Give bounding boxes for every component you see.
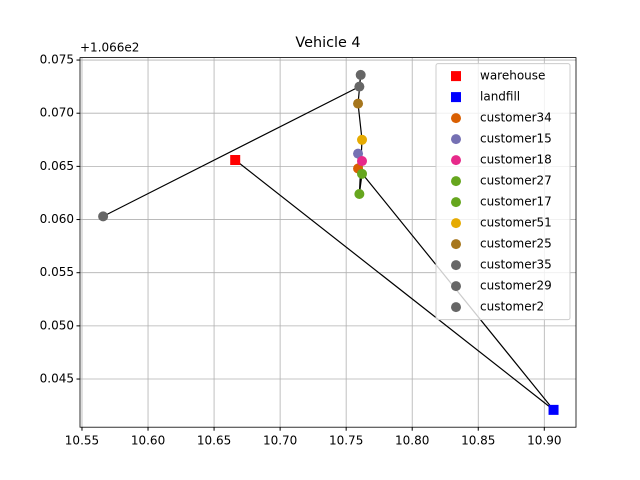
legend-label: warehouse <box>480 69 545 83</box>
legend-marker <box>451 302 461 313</box>
x-tick-label: 10.85 <box>461 434 495 448</box>
marker <box>357 168 368 179</box>
x-tick-label: 10.80 <box>395 434 429 448</box>
legend-marker <box>451 218 461 229</box>
y-tick-label: 0.065 <box>40 159 74 173</box>
legend-label: customer51 <box>480 216 552 230</box>
legend-marker <box>451 239 461 250</box>
x-tick-label: 10.55 <box>65 434 99 448</box>
legend-label: customer27 <box>480 174 552 188</box>
marker <box>357 156 368 167</box>
legend-marker <box>451 113 461 124</box>
legend-label: customer34 <box>480 111 552 125</box>
x-tick-label: 10.65 <box>197 434 231 448</box>
legend-marker <box>451 260 461 271</box>
y-offset-label: +1.066e2 <box>80 41 139 55</box>
x-tick-label: 10.60 <box>131 434 165 448</box>
legend: warehouse landfill customer34 customer15 cus… <box>435 63 571 321</box>
y-tick-label: 0.075 <box>40 53 74 67</box>
x-tick-label: 10.90 <box>527 434 561 448</box>
x-tick-label: 10.70 <box>263 434 297 448</box>
marker <box>230 154 241 165</box>
marker <box>357 134 368 145</box>
legend-label: customer2 <box>480 300 544 314</box>
legend-marker <box>451 71 461 82</box>
legend-label: customer18 <box>480 153 552 167</box>
y-tick-label: 0.070 <box>40 106 74 120</box>
legend-marker <box>451 176 461 187</box>
marker <box>354 81 365 92</box>
legend-label: customer29 <box>480 279 552 293</box>
marker <box>353 148 364 159</box>
legend-marker <box>451 155 461 166</box>
legend-label: customer15 <box>480 132 552 146</box>
legend-box <box>435 63 571 321</box>
legend-marker <box>451 281 461 292</box>
axes-frame <box>79 57 577 428</box>
legend-marker <box>451 92 461 103</box>
legend-label: customer35 <box>480 258 552 272</box>
legend-label: customer17 <box>480 195 552 209</box>
legend-marker <box>451 134 461 145</box>
legend-marker <box>451 197 461 208</box>
y-tick-label: 0.055 <box>40 265 74 279</box>
marker <box>354 189 365 200</box>
y-tick-label: 0.060 <box>40 212 74 226</box>
y-tick-label: 0.045 <box>40 372 74 386</box>
x-tick-label: 10.75 <box>329 434 363 448</box>
legend-label: landfill <box>480 90 520 104</box>
marker <box>548 404 559 415</box>
marker <box>355 69 366 80</box>
y-tick-label: 0.050 <box>40 318 74 332</box>
chart-title: Vehicle 4 <box>295 35 360 51</box>
legend-label: customer25 <box>480 237 552 251</box>
marker <box>353 98 364 109</box>
marker <box>98 211 109 222</box>
